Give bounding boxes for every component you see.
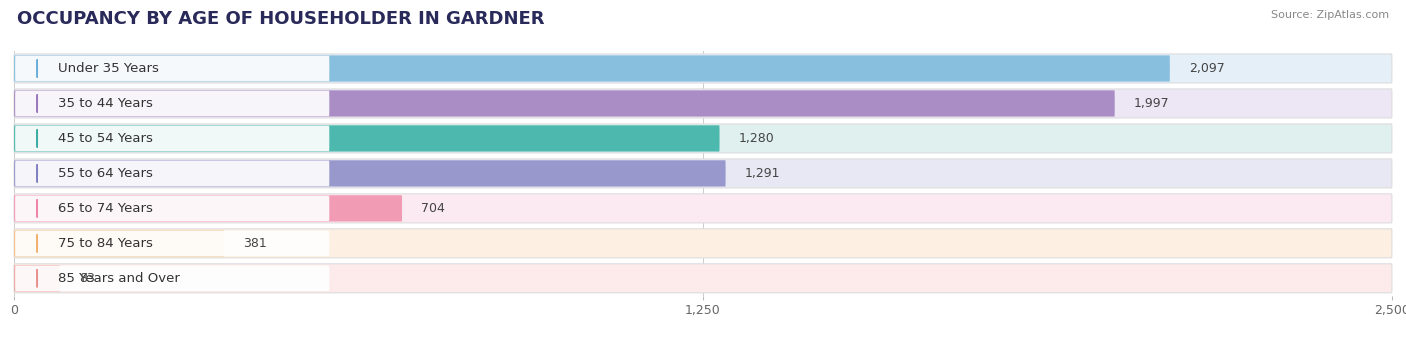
Text: 381: 381 [243, 237, 267, 250]
FancyBboxPatch shape [15, 126, 329, 151]
FancyBboxPatch shape [14, 194, 1392, 223]
FancyBboxPatch shape [14, 195, 402, 221]
FancyBboxPatch shape [14, 230, 224, 256]
Text: Source: ZipAtlas.com: Source: ZipAtlas.com [1271, 10, 1389, 20]
FancyBboxPatch shape [14, 264, 1392, 293]
FancyBboxPatch shape [15, 160, 329, 186]
Text: 1,291: 1,291 [745, 167, 780, 180]
Text: 83: 83 [79, 272, 96, 285]
FancyBboxPatch shape [14, 159, 1392, 188]
Text: 1,997: 1,997 [1135, 97, 1170, 110]
Text: 55 to 64 Years: 55 to 64 Years [58, 167, 153, 180]
FancyBboxPatch shape [15, 231, 329, 256]
FancyBboxPatch shape [14, 90, 1115, 117]
Text: 1,280: 1,280 [738, 132, 775, 145]
FancyBboxPatch shape [14, 160, 725, 187]
FancyBboxPatch shape [14, 54, 1392, 83]
FancyBboxPatch shape [15, 195, 329, 221]
FancyBboxPatch shape [14, 55, 1170, 82]
Text: Under 35 Years: Under 35 Years [58, 62, 159, 75]
Text: 45 to 54 Years: 45 to 54 Years [58, 132, 153, 145]
FancyBboxPatch shape [15, 266, 329, 291]
Text: 75 to 84 Years: 75 to 84 Years [58, 237, 153, 250]
FancyBboxPatch shape [14, 229, 1392, 258]
Text: 65 to 74 Years: 65 to 74 Years [58, 202, 153, 215]
Text: OCCUPANCY BY AGE OF HOUSEHOLDER IN GARDNER: OCCUPANCY BY AGE OF HOUSEHOLDER IN GARDN… [17, 10, 544, 28]
FancyBboxPatch shape [14, 89, 1392, 118]
FancyBboxPatch shape [15, 91, 329, 116]
FancyBboxPatch shape [14, 124, 1392, 153]
FancyBboxPatch shape [15, 56, 329, 81]
Text: 2,097: 2,097 [1189, 62, 1225, 75]
Text: 85 Years and Over: 85 Years and Over [58, 272, 180, 285]
FancyBboxPatch shape [14, 265, 60, 291]
Text: 35 to 44 Years: 35 to 44 Years [58, 97, 153, 110]
Text: 704: 704 [422, 202, 446, 215]
FancyBboxPatch shape [14, 125, 720, 152]
